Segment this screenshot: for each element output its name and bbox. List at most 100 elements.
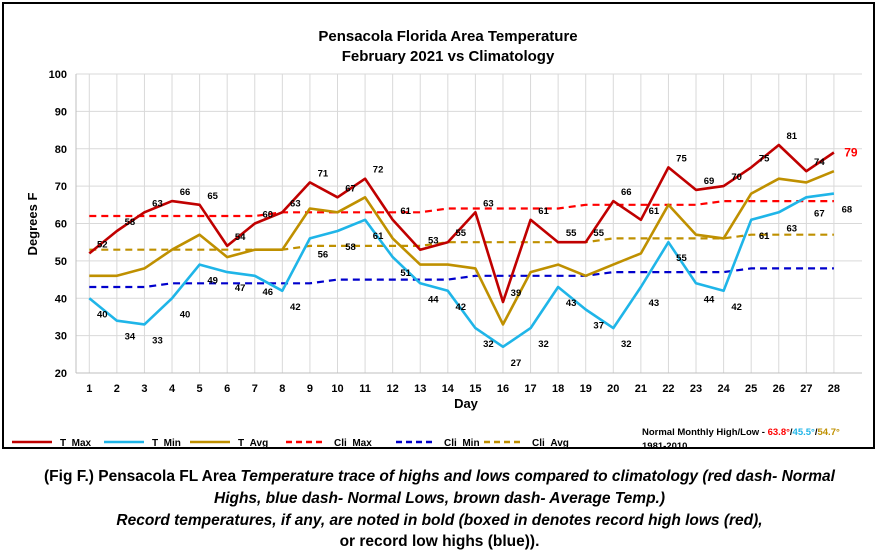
legend-label: Cli_Min [444,438,480,447]
data-label-t-min: 40 [180,309,191,320]
data-label-t-max: 79 [844,145,858,159]
x-axis-label: Day [454,396,479,411]
data-label-t-min: 51 [400,268,411,279]
data-label-t-min: 55 [676,253,687,264]
data-label-t-min: 43 [566,298,577,309]
legend-label: Cli_Max [334,438,372,447]
data-label-t-min: 61 [373,231,384,242]
data-label-t-max: 75 [759,153,770,164]
x-tick-label: 25 [745,383,757,395]
x-tick-label: 5 [197,383,203,395]
x-tick-label: 3 [141,383,147,395]
normal-avg: 54.7° [817,427,839,438]
normal-high: 63.8° [768,427,790,438]
x-tick-label: 6 [224,383,230,395]
normals-period: 1981-2010 [642,441,687,447]
x-tick-label: 11 [359,383,371,395]
x-tick-label: 4 [169,383,176,395]
data-label-t-min: 32 [621,339,632,350]
series-line-t-max [88,143,835,304]
data-label-t-max: 58 [125,217,136,228]
y-tick-label: 80 [55,144,67,156]
x-tick-label: 20 [607,383,619,395]
x-tick-label: 21 [635,383,647,395]
data-label-t-max: 65 [207,191,218,202]
series-line-t-min [88,192,835,349]
data-label-t-min: 61 [759,231,770,242]
x-tick-label: 27 [800,383,812,395]
normals-separator: / [815,427,818,438]
data-label-t-min: 58 [345,242,356,253]
caption-italic: Temperature trace of highs and lows comp… [240,468,835,485]
data-label-t-max: 61 [649,206,660,217]
x-tick-label: 9 [307,383,313,395]
data-label-t-max: 69 [704,176,715,187]
data-label-t-max: 75 [676,153,687,164]
data-label-t-max: 52 [97,239,108,250]
x-tick-label: 8 [279,383,285,395]
x-tick-label: 14 [442,383,455,395]
x-tick-label: 15 [469,383,481,395]
caption-line-4: or record low highs (blue)). [339,533,540,550]
data-label-t-min: 40 [97,309,108,320]
data-label-t-min: 44 [704,294,715,305]
data-label-t-max: 63 [152,198,163,209]
data-label-t-min: 42 [456,302,467,313]
data-label-t-max: 63 [290,198,301,209]
y-tick-label: 40 [55,293,67,305]
data-label-t-min: 32 [538,339,549,350]
x-tick-label: 22 [662,383,674,395]
data-label-t-max: 74 [814,157,825,168]
data-label-t-max: 81 [786,131,797,142]
data-label-t-min: 68 [842,205,853,216]
chart-frame: Pensacola Florida Area Temperature Febru… [2,2,875,449]
legend-label: T_Max [60,438,92,447]
normals-separator: / [790,427,793,438]
x-tick-label: 18 [552,383,564,395]
temperature-chart: Pensacola Florida Area Temperature Febru… [12,28,862,447]
data-label-t-min: 46 [262,287,273,298]
data-label-t-max: 66 [621,187,632,198]
data-label-t-min: 47 [235,283,246,294]
data-label-t-max: 55 [593,228,604,239]
data-label-t-min: 49 [207,276,218,287]
series-line-cli-max [89,200,834,218]
x-tick-label: 23 [690,383,702,395]
data-label-t-max: 55 [456,228,467,239]
data-label-t-max: 72 [373,165,384,176]
data-label-t-max: 60 [262,210,273,221]
data-label-t-min: 32 [483,339,494,350]
data-label-t-min: 27 [511,358,522,369]
data-label-t-min: 33 [152,335,163,346]
data-label-t-min: 37 [593,320,604,331]
data-label-t-max: 61 [400,206,411,217]
x-tick-label: 28 [828,383,840,395]
data-label-t-min: 67 [814,208,825,219]
chart-subtitle: February 2021 vs Climatology [342,48,555,65]
legend-label: Cli_Avg [532,438,569,447]
data-label-t-min: 43 [649,298,660,309]
x-tick-label: 24 [717,383,730,395]
x-tick-label: 26 [773,383,785,395]
x-tick-label: 2 [114,383,120,395]
series-line-cli-avg [89,233,834,251]
data-label-t-max: 54 [235,232,246,243]
x-tick-label: 17 [524,383,536,395]
data-label-t-min: 63 [786,223,797,234]
x-tick-label: 12 [387,383,399,395]
y-tick-label: 100 [49,69,67,81]
data-label-t-min: 42 [290,302,301,313]
y-axis-label: Degrees F [25,193,40,256]
chart-title: Pensacola Florida Area Temperature [318,28,577,45]
y-tick-label: 90 [55,106,67,118]
data-label-t-max: 66 [180,187,191,198]
y-tick-label: 70 [55,181,67,193]
y-tick-label: 50 [55,256,67,268]
series-line-cli-min [89,267,834,289]
caption-line-1: (Fig F.) Pensacola FL Area Temperature t… [0,466,879,487]
x-tick-label: 16 [497,383,509,395]
caption-line-3: Record temperatures, if any, are noted i… [116,512,763,529]
x-tick-label: 13 [414,383,426,395]
data-label-t-max: 53 [428,236,439,247]
data-label-t-max: 39 [511,288,522,299]
